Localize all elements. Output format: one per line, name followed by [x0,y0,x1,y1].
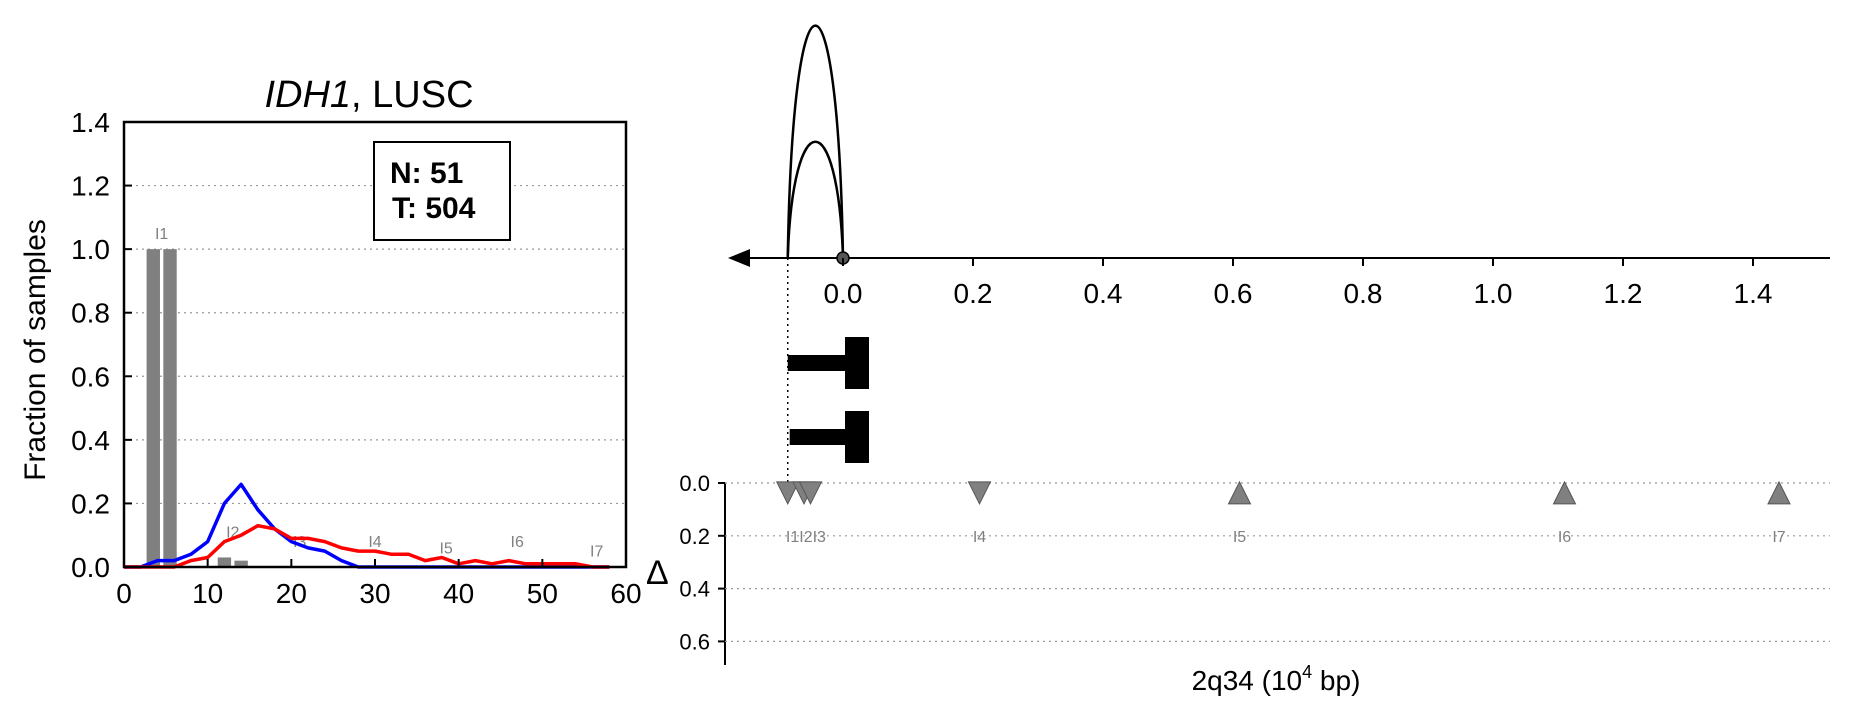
transcript-head [845,411,869,463]
legend-frame [373,141,511,241]
x-tick-label: 30 [359,578,390,609]
y-tick-label: 0.8 [71,298,110,329]
delta-y-tick-label: 0.0 [679,471,710,496]
genome-x-tick-label: 0.8 [1344,278,1383,309]
y-tick-label: 1.0 [71,234,110,265]
x-tick-label: 0 [116,578,132,609]
x-axis-label-tail: bp) [1312,665,1360,696]
x-axis-label-sup: 4 [1302,662,1312,682]
title-gene: IDH1 [264,74,351,116]
transcript-body [787,355,859,371]
genome-x-tick-label: 0.6 [1214,278,1253,309]
bar-label: I7 [590,544,603,561]
bar [146,249,160,567]
bar-label: I5 [439,540,452,557]
delta-y-tick-label: 0.6 [679,629,710,654]
delta-axis: Δ [646,483,726,665]
arcs [786,24,845,259]
chart-title: IDH1, LUSC [264,74,473,116]
y-axis-label: Fraction of samples [19,219,52,481]
bar-label: I6 [511,534,524,551]
transcripts [787,337,869,463]
x-axis-label: 2q34 (104 bp) [1192,662,1361,696]
genome-x-tick-label: 0.4 [1084,278,1123,309]
bar [163,249,177,567]
x-tick-label: 20 [276,578,307,609]
axis-arrow-icon [728,249,750,267]
series-line [124,523,610,569]
locus-chart: 0.0 0.2 0.4 0.6 0.8 1.0 1.2 1.4 Δ 0.00.20.40.6 … [646,24,1830,696]
series-lines [124,482,610,569]
transcript [787,337,869,389]
delta-label: Δ [646,554,669,592]
bar-label: I1 [155,226,168,243]
genome-x-tick-label: 1.4 [1734,278,1773,309]
genome-axis [728,249,1830,267]
delta-point-label: I7 [1772,529,1785,546]
x-tick-label: 40 [443,578,474,609]
y-tick-label: 0.6 [71,361,110,392]
arc [786,24,845,259]
delta-point-icon [1552,480,1577,505]
y-tick-label: 0.2 [71,488,110,519]
delta-point-label: I1I2I3 [786,529,826,546]
genome-x-tick-label: 1.2 [1604,278,1643,309]
title-rest: , LUSC [351,74,473,116]
arc [786,140,845,259]
y-tick-label: 1.4 [71,107,110,138]
y-ticks: 0.0 0.2 0.4 0.6 0.8 1.0 1.2 1.4 [71,107,132,583]
bars [146,249,248,567]
x-tick-label: 50 [527,578,558,609]
x-ticks: 0 10 20 30 40 50 60 [116,559,642,609]
genome-x-tick-label: 0.0 [824,278,863,309]
transcript [789,411,869,463]
genome-x-ticks: 0.0 0.2 0.4 0.6 0.8 1.0 1.2 1.4 [824,258,1773,309]
transcript-body [789,429,859,445]
delta-point-label: I5 [1233,529,1246,546]
delta-y-ticks: 0.0 0.2 0.4 0.6 [679,471,725,654]
delta-points: I1I2I3 I4 I5 I6 I7 [775,480,1791,546]
genome-x-tick-label: 1.0 [1474,278,1513,309]
delta-point-icon [775,481,800,506]
bar [217,557,232,567]
delta-point-label: I6 [1558,529,1571,546]
delta-y-tick-label: 0.4 [679,577,710,602]
delta-grid [725,482,1830,643]
legend-box: N: 51 T: 504 [373,141,511,241]
fraction-chart: IDH1, LUSC Fraction of samples I1I2I3 I4 I… [19,74,642,609]
delta-y-tick-label: 0.2 [679,524,710,549]
delta-point-icon [798,481,823,506]
transcript-head [845,337,869,389]
bar-label: I4 [368,534,381,551]
delta-point-icon [967,481,992,506]
delta-point-icon [1227,480,1252,505]
legend-t: T: 504 [392,192,476,225]
delta-point-icon [1767,480,1791,505]
series-line [124,482,610,569]
x-axis-label-main: 2q34 (10 [1192,665,1303,696]
x-tick-label: 10 [192,578,223,609]
y-tick-label: 0.4 [71,425,110,456]
delta-point-label: I4 [973,529,986,546]
y-tick-label: 0.0 [71,552,110,583]
genome-x-tick-label: 0.2 [954,278,993,309]
plot-frame [122,120,628,569]
x-tick-label: 60 [610,578,641,609]
legend-n: N: 51 [390,157,463,190]
bar [234,560,248,567]
y-tick-label: 1.2 [71,171,110,202]
